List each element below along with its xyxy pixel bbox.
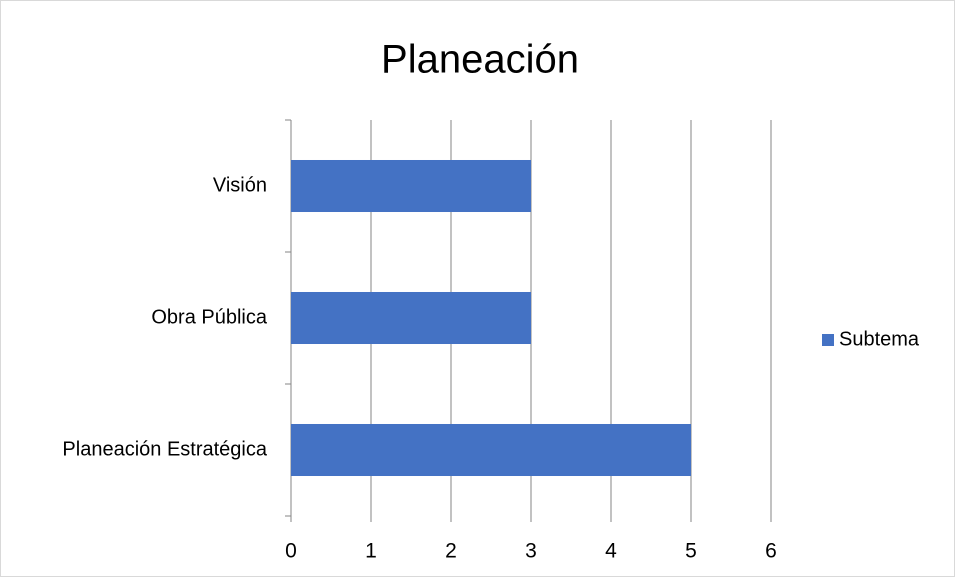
- bar: [291, 291, 531, 345]
- chart-title: Planeación: [381, 38, 579, 82]
- bar: [291, 159, 531, 213]
- legend-swatch: [822, 334, 834, 346]
- bar: [291, 423, 691, 477]
- x-tick-label: 4: [605, 540, 617, 563]
- x-tick-label: 2: [445, 540, 457, 563]
- x-tick-label: 0: [285, 540, 297, 563]
- legend-label: Subtema: [839, 328, 920, 350]
- y-tick-label: Planeación Estratégica: [62, 438, 267, 460]
- x-tick-label: 6: [765, 540, 777, 563]
- x-tick-label: 5: [685, 540, 697, 563]
- x-tick-label: 1: [365, 540, 377, 563]
- y-tick-label: Visión: [213, 174, 267, 196]
- y-tick-label: Obra Pública: [151, 306, 267, 328]
- x-tick-label: 3: [525, 540, 537, 563]
